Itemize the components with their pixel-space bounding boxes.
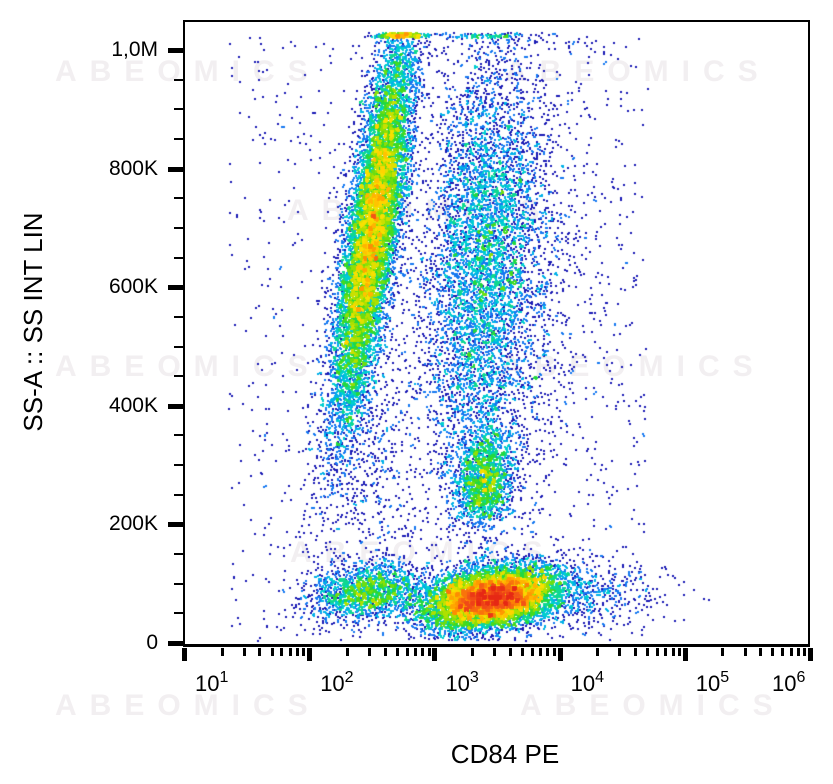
x-axis-minor-tick — [414, 648, 417, 656]
x-axis-minor-tick — [596, 648, 600, 656]
x-axis-minor-tick — [427, 648, 431, 656]
x-axis-tick-label: 104 — [570, 669, 604, 697]
x-tick-exponent: 1 — [219, 669, 229, 686]
x-axis-minor-tick — [383, 648, 387, 656]
y-axis-minor-tick — [174, 78, 183, 81]
x-axis-minor-tick — [743, 648, 747, 656]
y-axis-minor-tick — [174, 464, 183, 467]
watermark-text: ABEOMICS — [55, 689, 321, 722]
y-axis-minor-tick — [174, 553, 183, 556]
x-tick-base: 10 — [445, 671, 470, 696]
x-axis-tick-label: 106 — [772, 669, 806, 697]
x-axis-major-tick — [557, 648, 563, 661]
x-axis-major-tick — [307, 648, 313, 661]
x-axis-minor-tick — [678, 648, 682, 656]
x-tick-base: 10 — [772, 671, 797, 696]
x-axis-minor-tick — [552, 648, 556, 656]
x-axis-major-tick — [182, 648, 187, 661]
x-tick-exponent: 3 — [469, 669, 479, 686]
y-axis-minor-tick — [174, 256, 183, 259]
scatter-canvas — [185, 22, 808, 645]
x-axis-minor-tick — [803, 648, 807, 656]
y-axis-minor-tick — [174, 108, 183, 111]
x-tick-base: 10 — [695, 671, 721, 696]
x-axis-minor-tick — [656, 648, 660, 656]
y-axis-tick-label: 0 — [146, 631, 158, 654]
y-axis-minor-tick — [174, 226, 183, 229]
y-axis-major-tick — [168, 522, 183, 528]
x-axis-minor-tick — [280, 648, 284, 656]
x-axis-minor-tick — [367, 648, 371, 656]
x-axis-title: CD84 PE — [450, 739, 560, 769]
x-axis-tick-label: 101 — [195, 669, 229, 697]
x-axis-minor-tick — [759, 648, 763, 656]
x-axis-minor-tick — [530, 648, 534, 656]
y-axis-tick-label: 200K — [108, 512, 158, 536]
x-axis-minor-tick — [646, 648, 650, 656]
x-axis-minor-tick — [789, 648, 793, 656]
x-axis-major-tick — [808, 648, 813, 661]
y-axis-tick-label: 600K — [108, 275, 158, 299]
x-axis-minor-tick — [288, 648, 292, 656]
y-axis-minor-tick — [174, 434, 183, 437]
x-tick-exponent: 2 — [344, 669, 354, 686]
x-axis-minor-tick — [493, 648, 497, 656]
x-axis-minor-tick — [771, 648, 775, 656]
x-axis-minor-tick — [421, 648, 425, 656]
y-axis-major-tick — [168, 166, 183, 172]
x-axis-minor-tick — [520, 648, 524, 656]
x-axis-major-tick — [682, 648, 688, 661]
y-axis-title: SS-A :: SS INT LIN — [18, 212, 48, 432]
x-axis-tick-label: 103 — [445, 669, 479, 697]
y-axis-minor-tick — [174, 315, 183, 318]
x-axis-minor-tick — [258, 648, 262, 656]
x-axis-minor-tick — [781, 648, 785, 656]
plot-frame — [183, 20, 810, 647]
x-axis-minor-tick — [296, 648, 300, 656]
y-axis-tick-label: 400K — [108, 393, 158, 417]
y-axis-major-tick — [168, 48, 183, 53]
x-axis-minor-tick — [471, 648, 475, 656]
y-axis-tick-label: 1,0M — [111, 38, 158, 61]
x-tick-base: 10 — [320, 671, 345, 696]
x-axis-minor-tick — [796, 648, 800, 656]
x-axis-minor-tick — [405, 648, 409, 656]
x-tick-exponent: 5 — [720, 669, 730, 686]
x-axis-minor-tick — [508, 648, 512, 656]
x-axis-minor-tick — [345, 648, 349, 656]
y-axis-minor-tick — [174, 612, 183, 615]
y-axis-minor-tick — [174, 345, 183, 348]
x-axis-minor-tick — [395, 648, 399, 656]
x-axis-minor-tick — [721, 648, 725, 656]
x-tick-exponent: 4 — [595, 669, 604, 686]
x-axis-major-tick — [432, 648, 438, 661]
y-axis-minor-tick — [174, 493, 183, 496]
x-axis-minor-tick — [633, 648, 637, 656]
y-axis-minor-tick — [174, 137, 183, 140]
x-axis-minor-tick — [242, 648, 246, 656]
x-tick-base: 10 — [195, 671, 220, 696]
x-axis-minor-tick — [270, 648, 274, 656]
x-axis-minor-tick — [220, 648, 224, 656]
x-axis-minor-tick — [302, 648, 306, 656]
y-axis-major-tick — [168, 641, 183, 646]
x-axis-minor-tick — [546, 648, 550, 656]
y-axis-tick-label: 800K — [108, 156, 158, 180]
y-axis-minor-tick — [174, 582, 183, 585]
x-axis-tick-label: 102 — [320, 669, 354, 697]
y-axis-major-tick — [168, 403, 183, 409]
x-axis-minor-tick — [664, 648, 668, 656]
y-axis-minor-tick — [174, 197, 183, 200]
x-tick-exponent: 6 — [796, 669, 806, 686]
x-axis-minor-tick — [671, 648, 675, 656]
x-tick-base: 10 — [570, 671, 596, 696]
y-axis-minor-tick — [174, 375, 183, 378]
x-axis-tick-label: 105 — [695, 669, 730, 697]
x-axis-minor-tick — [618, 648, 622, 656]
watermark-text: ABEOMICS — [520, 689, 786, 722]
x-axis-minor-tick — [539, 648, 543, 656]
y-axis-major-tick — [168, 285, 183, 291]
